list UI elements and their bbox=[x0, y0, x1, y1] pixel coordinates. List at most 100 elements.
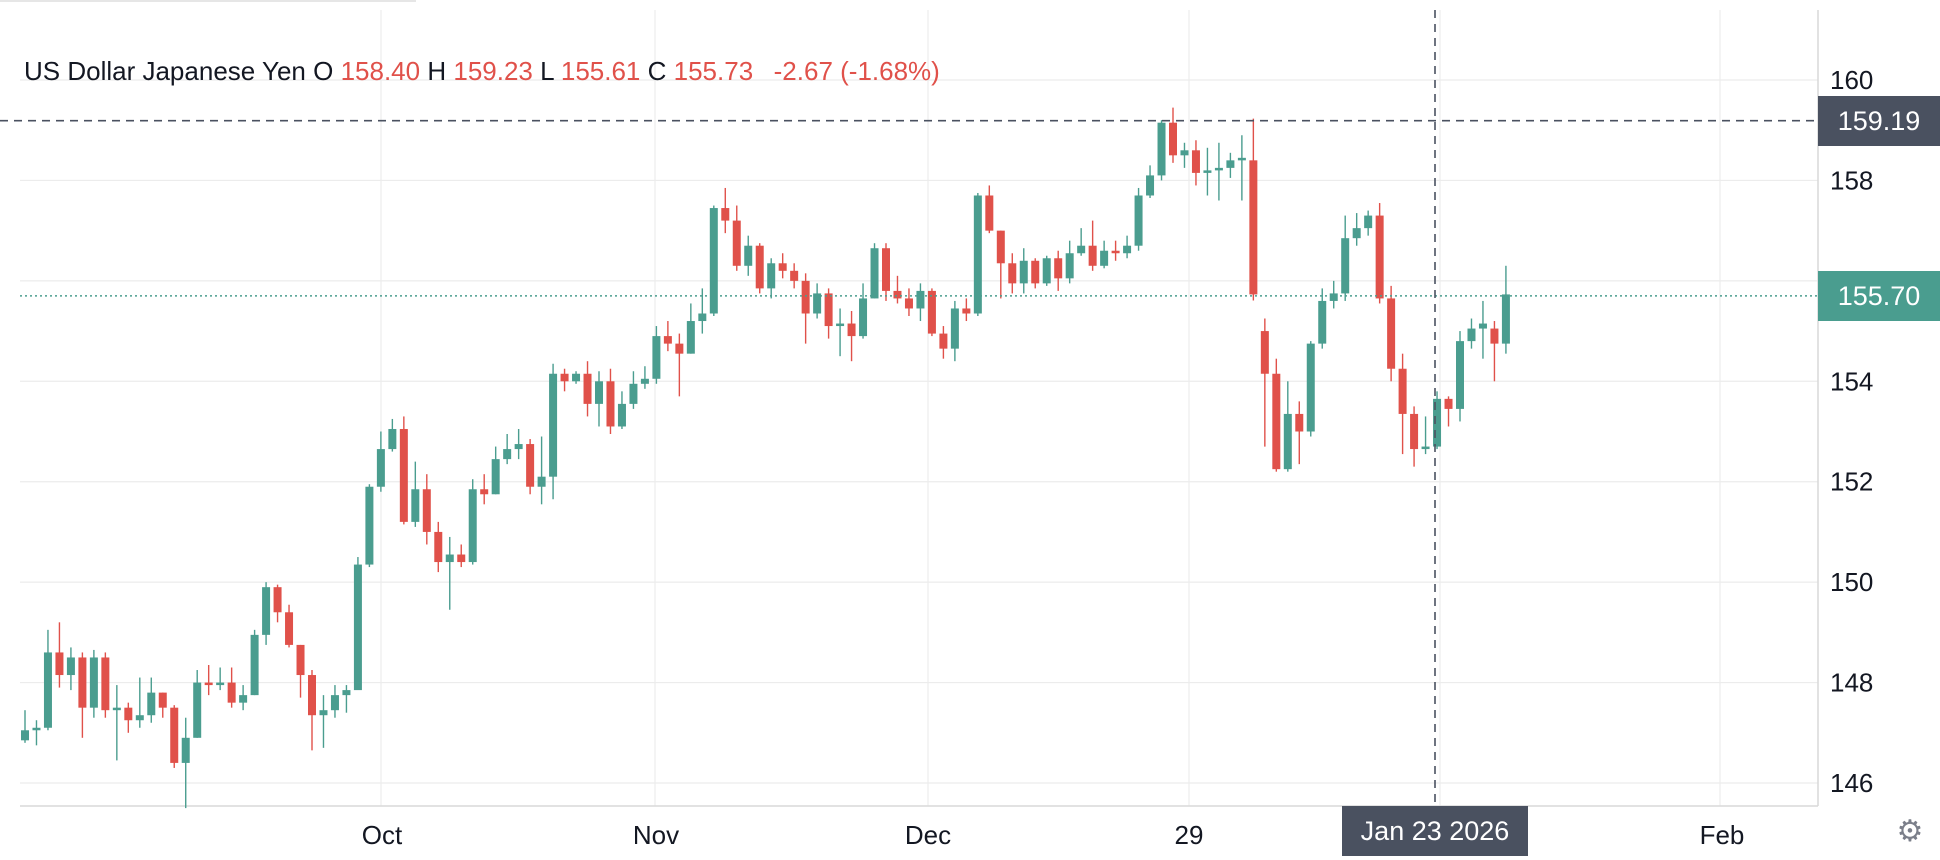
candle-body bbox=[239, 695, 248, 703]
candle-body bbox=[147, 692, 156, 716]
x-tick-label: Oct bbox=[362, 820, 403, 850]
crosshair-time-label: Jan 23 2026 bbox=[1342, 806, 1528, 856]
candle-body bbox=[595, 381, 603, 404]
candle-body bbox=[847, 323, 856, 337]
candle-body bbox=[778, 263, 787, 271]
candle-body bbox=[617, 403, 626, 427]
candle-body bbox=[1283, 413, 1292, 470]
legend-high-label: H bbox=[427, 56, 447, 86]
candle-body bbox=[1042, 258, 1051, 284]
candle-body bbox=[411, 489, 420, 522]
candle-body bbox=[43, 652, 52, 728]
candle-body bbox=[1237, 157, 1246, 161]
candle-body bbox=[1169, 122, 1177, 156]
candle-body bbox=[1501, 294, 1510, 344]
candle-body bbox=[216, 682, 225, 686]
candle-body bbox=[342, 690, 351, 696]
candle-body bbox=[55, 652, 64, 676]
candle-body bbox=[158, 692, 167, 708]
candle-body bbox=[468, 489, 477, 563]
candle-body bbox=[755, 245, 764, 289]
legend-change: -2.67 (-1.68%) bbox=[773, 56, 940, 86]
candle-body bbox=[904, 298, 913, 309]
candle-body bbox=[1364, 215, 1373, 229]
last-price-label: 155.70 bbox=[1818, 270, 1940, 321]
candle-body bbox=[916, 290, 925, 309]
legend-high-value: 159.23 bbox=[453, 56, 533, 86]
candle-body bbox=[1490, 328, 1499, 344]
candle-body bbox=[503, 449, 512, 460]
candle-body bbox=[1214, 167, 1223, 171]
y-tick-label: 160 bbox=[1830, 65, 1873, 95]
candle-body bbox=[112, 707, 121, 711]
candle-body bbox=[193, 682, 202, 738]
candle-body bbox=[1352, 228, 1361, 239]
y-tick-label: 148 bbox=[1830, 668, 1873, 698]
x-tick-label: Dec bbox=[905, 820, 951, 850]
candle-body bbox=[996, 230, 1005, 264]
candle-body bbox=[181, 737, 190, 763]
candle-body bbox=[285, 612, 294, 645]
y-tick-label: 150 bbox=[1830, 567, 1873, 597]
candle-body bbox=[813, 293, 822, 314]
y-tick-label: 146 bbox=[1830, 768, 1873, 798]
candle-body bbox=[89, 657, 98, 708]
candle-body bbox=[790, 270, 799, 281]
candle-body bbox=[101, 657, 110, 711]
legend-open-label: O bbox=[313, 56, 334, 86]
candle-body bbox=[1203, 170, 1212, 173]
candle-body bbox=[675, 343, 684, 354]
candle-body bbox=[893, 290, 902, 299]
candle-body bbox=[1008, 263, 1017, 284]
gear-icon[interactable]: ⚙ bbox=[1896, 815, 1924, 848]
candle-body bbox=[560, 373, 569, 382]
candle-body bbox=[652, 336, 661, 379]
candle-body bbox=[1157, 122, 1166, 176]
candle-body bbox=[1329, 293, 1338, 301]
legend-low-label: L bbox=[540, 56, 554, 86]
candle-body bbox=[709, 208, 718, 314]
candle-body bbox=[308, 675, 316, 716]
candle-body bbox=[1031, 260, 1040, 284]
candle-body bbox=[1318, 300, 1327, 344]
candle-body bbox=[330, 695, 339, 711]
candle-body bbox=[1444, 398, 1453, 409]
legend-open-value: 158.40 bbox=[340, 56, 421, 86]
candle-body bbox=[663, 336, 672, 344]
candle-body bbox=[1295, 413, 1304, 432]
candle-body bbox=[1433, 398, 1442, 447]
candle-body bbox=[549, 373, 558, 477]
y-tick-label: 154 bbox=[1830, 366, 1873, 396]
candle-body bbox=[1306, 343, 1315, 432]
candle-body bbox=[1054, 258, 1063, 279]
candle-body bbox=[985, 195, 994, 231]
candle-body bbox=[250, 634, 259, 696]
candle-body bbox=[1249, 160, 1258, 295]
candle-body bbox=[66, 657, 75, 676]
candle-body bbox=[457, 554, 466, 563]
candle-body bbox=[204, 682, 213, 686]
candle-body bbox=[319, 710, 328, 716]
candle-body bbox=[1146, 175, 1155, 196]
candle-body bbox=[1226, 160, 1235, 168]
candle-body bbox=[537, 476, 546, 487]
candle-body bbox=[170, 707, 179, 763]
legend-low-value: 155.61 bbox=[560, 56, 641, 86]
candle-body bbox=[973, 195, 982, 314]
candle-body bbox=[273, 587, 282, 613]
candle-body bbox=[927, 290, 936, 334]
candle-body bbox=[686, 321, 695, 354]
candle-body bbox=[1111, 250, 1120, 254]
candle-body bbox=[801, 280, 810, 314]
x-tick-label: 29 bbox=[1175, 820, 1204, 850]
candle-body bbox=[365, 486, 374, 565]
ohlc-legend: US Dollar Japanese Yen O 158.40 H 159.23… bbox=[24, 56, 940, 87]
candle-body bbox=[640, 378, 649, 384]
top-divider bbox=[0, 0, 416, 2]
candle-body bbox=[422, 489, 431, 532]
candle-body bbox=[32, 727, 41, 731]
candle-body bbox=[950, 308, 959, 349]
candle-body bbox=[388, 428, 397, 450]
